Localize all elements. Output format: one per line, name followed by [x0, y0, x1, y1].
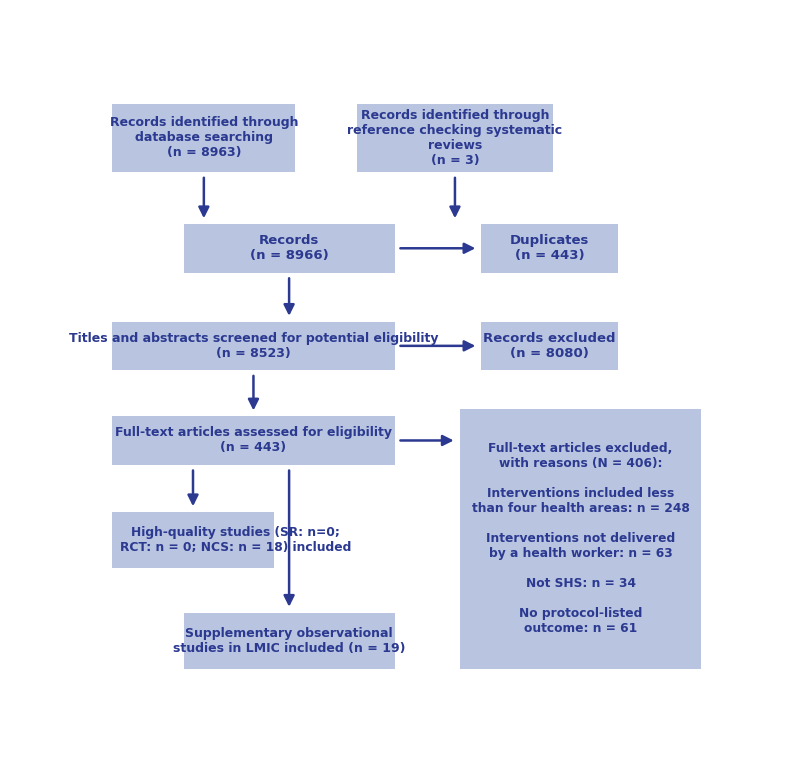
- Text: Full-text articles assessed for eligibility
(n = 443): Full-text articles assessed for eligibil…: [115, 426, 392, 455]
- Text: Supplementary observational
studies in LMIC included (n = 19): Supplementary observational studies in L…: [173, 627, 406, 654]
- Text: High-quality studies (SR: n=0;
RCT: n = 0; NCS: n = 18) included: High-quality studies (SR: n=0; RCT: n = …: [120, 526, 351, 554]
- FancyBboxPatch shape: [184, 224, 394, 273]
- FancyBboxPatch shape: [482, 224, 618, 273]
- Text: Records identified through
reference checking systematic
reviews
(n = 3): Records identified through reference che…: [347, 109, 562, 167]
- Text: Records
(n = 8966): Records (n = 8966): [250, 234, 329, 263]
- FancyBboxPatch shape: [482, 322, 618, 370]
- FancyBboxPatch shape: [112, 416, 394, 465]
- FancyBboxPatch shape: [184, 613, 394, 669]
- Text: Duplicates
(n = 443): Duplicates (n = 443): [510, 234, 589, 263]
- FancyBboxPatch shape: [112, 512, 274, 568]
- FancyBboxPatch shape: [459, 409, 702, 669]
- Text: Records identified through
database searching
(n = 8963): Records identified through database sear…: [110, 117, 298, 160]
- Text: Titles and abstracts screened for potential eligibility
(n = 8523): Titles and abstracts screened for potent…: [69, 332, 438, 360]
- Text: Full-text articles excluded,
with reasons (N = 406):

Interventions included les: Full-text articles excluded, with reason…: [471, 442, 690, 635]
- FancyBboxPatch shape: [112, 322, 394, 370]
- FancyBboxPatch shape: [358, 104, 553, 172]
- Text: Records excluded
(n = 8080): Records excluded (n = 8080): [483, 332, 616, 360]
- FancyBboxPatch shape: [112, 104, 295, 172]
